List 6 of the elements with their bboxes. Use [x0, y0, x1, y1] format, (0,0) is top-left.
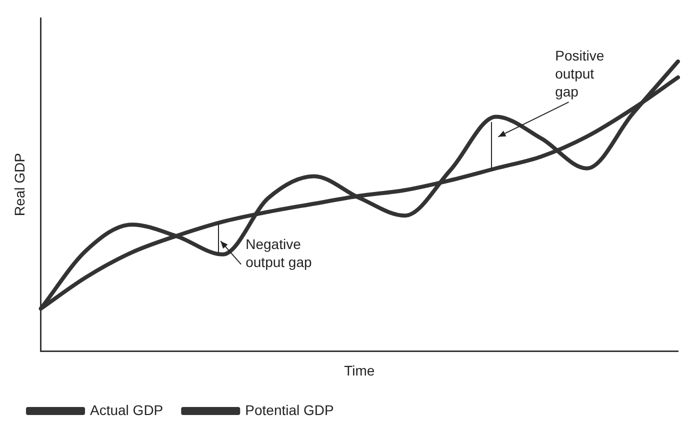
annotation: Negative output gap: [246, 236, 312, 270]
legend-label: Potential GDP: [245, 402, 334, 418]
annotation: Positive output gap: [555, 48, 604, 100]
legend-label: Actual GDP: [90, 402, 164, 418]
y-axis-title: Real GDP: [11, 153, 28, 216]
x-axis-title: Time: [344, 362, 375, 378]
